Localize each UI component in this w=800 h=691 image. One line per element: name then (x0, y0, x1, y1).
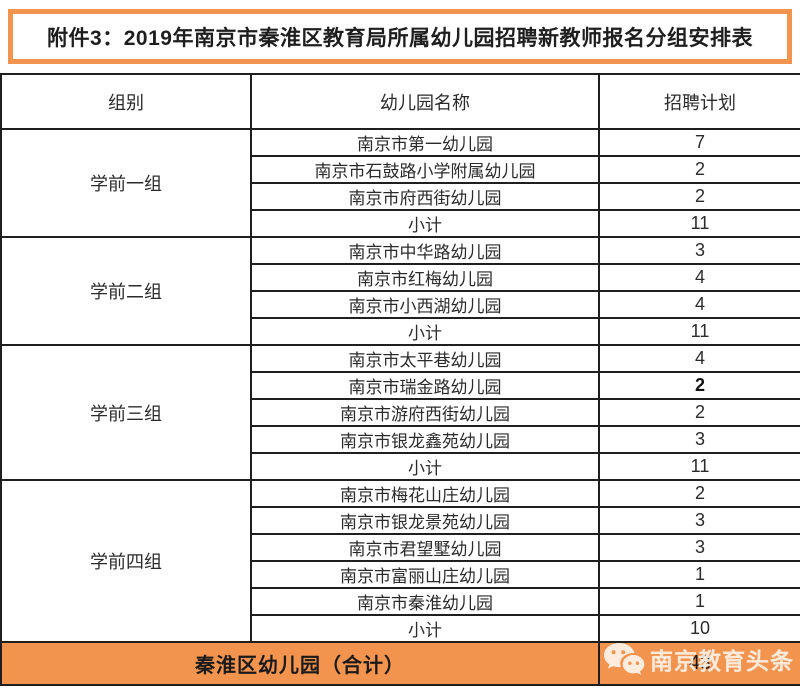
recruitment-table-container: 组别 幼儿园名称 招聘计划 学前一组 南京市第一幼儿园 7 南京市石鼓路小学附属… (0, 73, 800, 686)
kindergarten-name: 南京市第一幼儿园 (250, 128, 600, 157)
kindergarten-name: 南京市银龙景苑幼儿园 (250, 506, 600, 535)
subtotal-count: 11 (598, 452, 800, 481)
plan-count: 4 (598, 290, 800, 319)
recruitment-table: 组别 幼儿园名称 招聘计划 学前一组 南京市第一幼儿园 7 南京市石鼓路小学附属… (0, 73, 800, 686)
plan-count: 4 (598, 263, 800, 292)
subtotal-row: 小计 11 (1, 209, 800, 238)
group-1-label: 学前一组 (0, 128, 252, 238)
group-4-label: 学前四组 (0, 479, 252, 643)
table-row: 学前一组 南京市第一幼儿园 7 (0, 128, 800, 238)
table-header-row: 组别 幼儿园名称 招聘计划 (0, 73, 800, 130)
kindergarten-name: 南京市瑞金路幼儿园 (250, 371, 600, 400)
plan-count: 7 (598, 128, 800, 157)
subtotal-count: 11 (598, 209, 800, 238)
table-row: 南京市君望墅幼儿园 3 (1, 533, 800, 562)
table-row: 南京市瑞金路幼儿园 2 (1, 371, 800, 400)
kindergarten-name: 南京市君望墅幼儿园 (250, 533, 600, 562)
grand-total-row: 秦淮区幼儿园（合计） 43 (0, 641, 800, 686)
subtotal-row: 小计 10 (1, 614, 800, 643)
kindergarten-name: 南京市中华路幼儿园 (250, 236, 600, 265)
table-row: 南京市银龙鑫苑幼儿园 3 (1, 425, 800, 454)
table-row: 学前四组 南京市梅花山庄幼儿园 2 (0, 479, 800, 643)
subtotal-row: 小计 11 (1, 452, 800, 481)
kindergarten-name: 南京市梅花山庄幼儿园 (250, 479, 600, 508)
kindergarten-name: 南京市石鼓路小学附属幼儿园 (250, 155, 600, 184)
table-row: 南京市游府西街幼儿园 2 (1, 398, 800, 427)
table-row: 南京市秦淮幼儿园 1 (1, 587, 800, 616)
grand-total-count: 43 (598, 641, 800, 686)
table-row: 学前三组 南京市太平巷幼儿园 4 (0, 344, 800, 481)
plan-count: 4 (598, 344, 800, 373)
table-row: 南京市红梅幼儿园 4 (1, 263, 800, 292)
plan-count: 2 (598, 182, 800, 211)
plan-count: 1 (598, 560, 800, 589)
group-2-label: 学前二组 (0, 236, 252, 346)
subtotal-label: 小计 (250, 614, 600, 643)
table-row: 南京市小西湖幼儿园 4 (1, 290, 800, 319)
kindergarten-name: 南京市红梅幼儿园 (250, 263, 600, 292)
table-row: 南京市府西街幼儿园 2 (1, 182, 800, 211)
plan-count: 3 (598, 533, 800, 562)
grand-total-label: 秦淮区幼儿园（合计） (0, 641, 600, 686)
col-header-recruit-plan: 招聘计划 (598, 73, 800, 130)
plan-count: 2 (598, 479, 800, 508)
kindergarten-name: 南京市游府西街幼儿园 (250, 398, 600, 427)
col-header-group: 组别 (0, 73, 252, 130)
subtotal-count: 11 (598, 317, 800, 346)
kindergarten-name: 南京市秦淮幼儿园 (250, 587, 600, 616)
subtotal-label: 小计 (250, 209, 600, 238)
col-header-kindergarten-name: 幼儿园名称 (250, 73, 600, 130)
page-title: 附件3：2019年南京市秦淮区教育局所属幼儿园招聘新教师报名分组安排表 (47, 26, 753, 50)
kindergarten-name: 南京市富丽山庄幼儿园 (250, 560, 600, 589)
table-row: 学前二组 南京市中华路幼儿园 3 (0, 236, 800, 346)
plan-count: 1 (598, 587, 800, 616)
kindergarten-name: 南京市太平巷幼儿园 (250, 344, 600, 373)
plan-count: 2 (598, 155, 800, 184)
table-row: 南京市银龙景苑幼儿园 3 (1, 506, 800, 535)
kindergarten-name: 南京市银龙鑫苑幼儿园 (250, 425, 600, 454)
table-row: 南京市富丽山庄幼儿园 1 (1, 560, 800, 589)
plan-count: 3 (598, 236, 800, 265)
subtotal-label: 小计 (250, 452, 600, 481)
subtotal-label: 小计 (250, 317, 600, 346)
kindergarten-name: 南京市小西湖幼儿园 (250, 290, 600, 319)
kindergarten-name: 南京市府西街幼儿园 (250, 182, 600, 211)
plan-count: 3 (598, 506, 800, 535)
plan-count: 3 (598, 425, 800, 454)
subtotal-row: 小计 11 (1, 317, 800, 346)
plan-count: 2 (598, 371, 800, 400)
attachment-title-frame: 附件3：2019年南京市秦淮区教育局所属幼儿园招聘新教师报名分组安排表 (8, 9, 792, 64)
subtotal-count: 10 (598, 614, 800, 643)
plan-count: 2 (598, 398, 800, 427)
group-3-label: 学前三组 (0, 344, 252, 481)
